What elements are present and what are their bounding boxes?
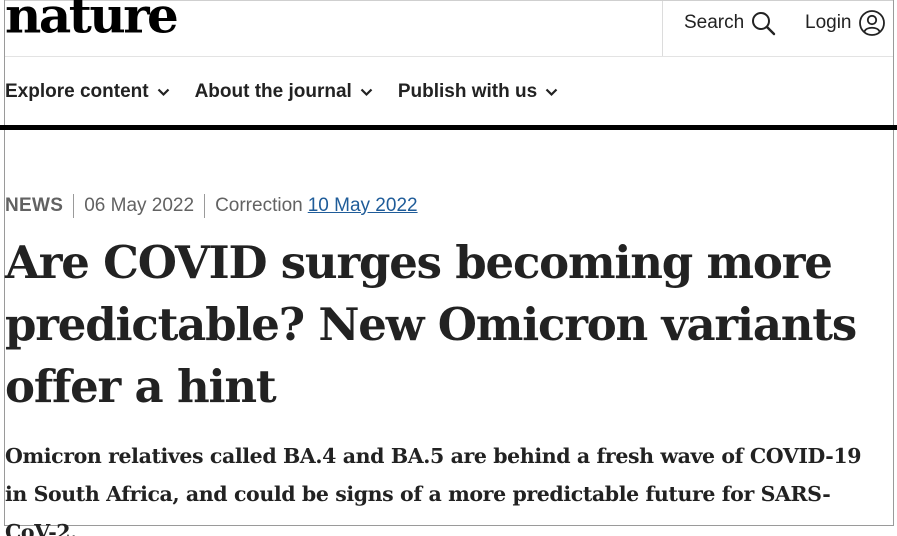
nav-about-the-journal[interactable]: About the journal	[195, 81, 373, 103]
login-label: Login	[805, 12, 852, 33]
chevron-down-icon	[545, 88, 558, 96]
article-meta: NEWS 06 May 2022 Correction 10 May 2022	[5, 192, 418, 220]
article-type-badge: NEWS	[5, 195, 64, 216]
main-nav: Explore content About the journal Publis…	[5, 72, 583, 112]
meta-separator	[73, 194, 75, 218]
site-header: nature Search Login	[5, 0, 893, 57]
frame-bottom-line	[4, 525, 894, 526]
frame-left-line	[4, 0, 5, 526]
search-label: Search	[684, 12, 745, 33]
nav-explore-content-label: Explore content	[5, 81, 149, 102]
nav-about-the-journal-label: About the journal	[194, 81, 352, 102]
header-bottom-line	[5, 56, 893, 57]
search-button[interactable]: Search	[684, 9, 776, 37]
correction-label: Correction	[215, 195, 303, 216]
header-thick-rule	[0, 125, 897, 130]
chevron-down-icon	[157, 88, 169, 96]
login-button[interactable]: Login	[805, 9, 886, 37]
article-date: 06 May 2022	[84, 195, 195, 216]
correction-date-link[interactable]: 10 May 2022	[307, 195, 418, 216]
user-circle-icon	[858, 10, 885, 36]
nav-publish-with-us[interactable]: Publish with us	[398, 81, 558, 103]
nav-explore-content[interactable]: Explore content	[5, 81, 170, 103]
meta-separator	[204, 194, 206, 218]
frame-right-line	[893, 0, 894, 526]
nav-publish-with-us-label: Publish with us	[397, 81, 538, 102]
article-title: Are COVID surges becoming more predictab…	[5, 236, 857, 413]
search-icon	[752, 12, 776, 36]
nature-logo[interactable]: nature	[5, 0, 179, 45]
article-standfirst: Omicron relatives called BA.4 and BA.5 a…	[5, 444, 862, 536]
header-divider	[662, 1, 663, 57]
chevron-down-icon	[360, 88, 373, 96]
frame-top-line	[4, 0, 894, 1]
